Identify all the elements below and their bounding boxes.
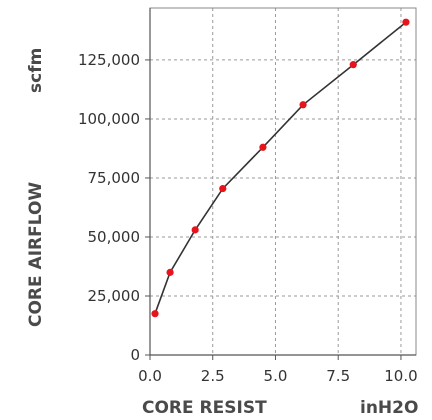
data-point-4 [259, 143, 267, 151]
y-tick-label-2: 50,000 [88, 228, 141, 246]
y-tick-label-1: 25,000 [88, 287, 141, 305]
y-tick-label-0: 0 [130, 346, 140, 364]
x-tick-label-0: 0.0 [138, 367, 162, 385]
data-point-3 [219, 184, 227, 193]
x-axis-unit: inH2O [360, 398, 418, 418]
data-point-0 [151, 310, 159, 318]
data-point-2 [191, 226, 199, 234]
x-tick-label-2: 5.0 [264, 367, 288, 385]
tick-labels: 0.0 2.5 5.0 7.5 10.0 0 25,000 50,000 75,000 100,0… [78, 51, 418, 385]
x-axis-title: CORE RESIST [142, 398, 267, 418]
series [151, 18, 410, 318]
x-tick-label-1: 2.5 [201, 367, 225, 385]
y-axis-unit: scfm [26, 48, 46, 93]
y-axis-title: CORE AIRFLOW [26, 182, 46, 327]
y-tick-label-4: 100,000 [78, 110, 140, 128]
data-point-5 [299, 101, 307, 109]
y-tick-label-5: 125,000 [78, 51, 140, 69]
series-line-0 [154, 21, 407, 314]
data-point-6 [349, 61, 357, 69]
grid [150, 8, 416, 355]
data-point-1 [166, 268, 174, 276]
y-tick-label-3: 75,000 [88, 169, 141, 187]
axes [145, 8, 416, 360]
x-tick-label-3: 7.5 [326, 367, 350, 385]
data-point-7 [402, 18, 410, 26]
x-tick-label-4: 10.0 [384, 367, 417, 385]
